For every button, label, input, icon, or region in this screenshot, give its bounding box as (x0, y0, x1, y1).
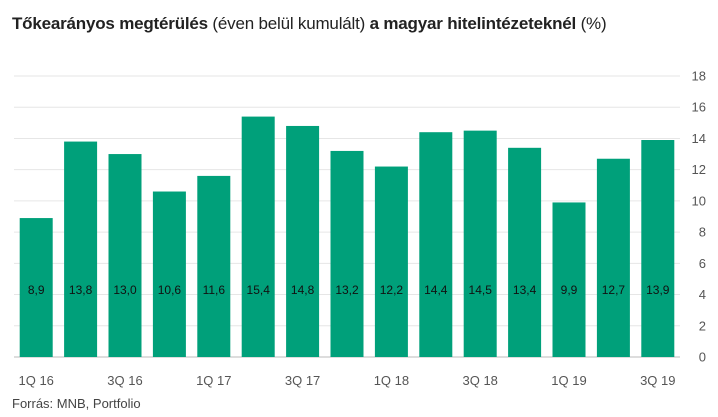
y-tick-label: 18 (692, 69, 706, 84)
data-label: 13,2 (335, 283, 359, 297)
data-label: 14,8 (291, 283, 315, 297)
y-tick-label: 16 (692, 100, 706, 115)
x-tick-label: 3Q 16 (107, 373, 142, 388)
bar (286, 125, 320, 357)
bar (419, 132, 453, 357)
y-tick-label: 14 (692, 131, 706, 146)
data-label: 10,6 (158, 283, 182, 297)
title-normal-1: (éven belül kumulált) (207, 14, 370, 33)
y-tick-label: 2 (699, 318, 706, 333)
bar (19, 218, 53, 357)
bar (64, 141, 98, 357)
y-tick-label: 8 (699, 225, 706, 240)
data-label: 9,9 (561, 283, 578, 297)
data-label: 13,8 (69, 283, 93, 297)
y-tick-label: 4 (699, 287, 706, 302)
bar (374, 166, 408, 357)
bar (197, 175, 231, 357)
title-bold-2: a magyar hitelintézeteknél (369, 14, 577, 33)
x-tick-label: 3Q 17 (285, 373, 320, 388)
data-label: 13,4 (513, 283, 537, 297)
data-label: 8,9 (28, 283, 45, 297)
data-label: 11,6 (203, 283, 226, 297)
bar (641, 140, 675, 357)
title-bold-1: Tőkearányos megtérülés (12, 14, 208, 33)
x-tick-label: 1Q 19 (551, 373, 586, 388)
bar (152, 191, 186, 357)
y-tick-label: 12 (692, 162, 706, 177)
chart-title: Tőkearányos megtérülés (éven belül kumul… (12, 14, 607, 34)
data-label: 13,0 (113, 283, 137, 297)
data-label: 12,7 (602, 283, 626, 297)
bar (508, 147, 542, 357)
data-label: 12,2 (380, 283, 404, 297)
bar (552, 202, 586, 357)
bar (108, 154, 142, 357)
y-tick-label: 6 (699, 256, 706, 271)
title-normal-2: (%) (576, 14, 607, 33)
x-tick-label: 3Q 19 (640, 373, 675, 388)
y-tick-label: 10 (692, 193, 706, 208)
data-label: 13,9 (646, 283, 670, 297)
data-label: 15,4 (247, 283, 271, 297)
data-label: 14,5 (469, 283, 493, 297)
data-label: 14,4 (424, 283, 448, 297)
bar (596, 158, 630, 357)
x-tick-label: 1Q 18 (374, 373, 409, 388)
bar (463, 130, 497, 357)
x-tick-label: 1Q 16 (18, 373, 53, 388)
bar (241, 116, 275, 357)
x-tick-label: 1Q 17 (196, 373, 231, 388)
source-note: Forrás: MNB, Portfolio (12, 396, 141, 411)
x-tick-label: 3Q 18 (462, 373, 497, 388)
y-tick-label: 0 (699, 350, 706, 365)
bar (330, 150, 364, 357)
